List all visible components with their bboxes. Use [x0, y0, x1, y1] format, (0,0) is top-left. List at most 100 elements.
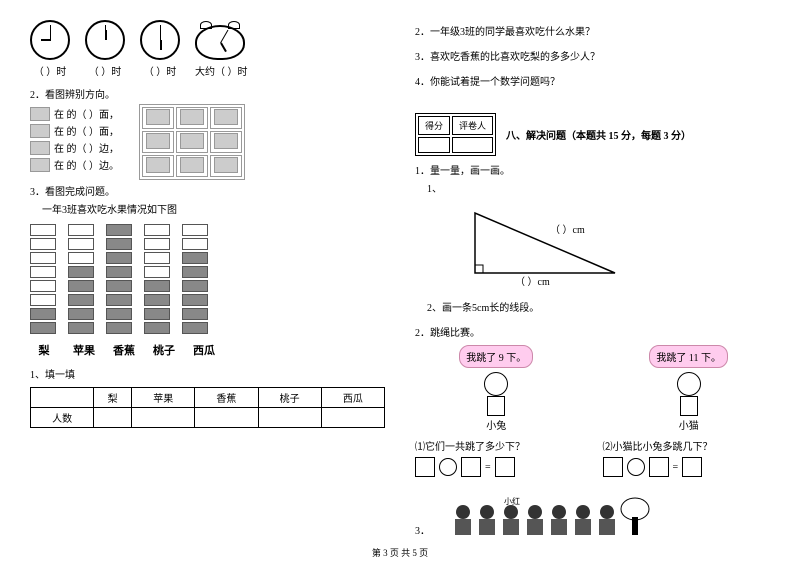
- bar-cell-filled: [144, 308, 170, 320]
- equals: =: [673, 462, 679, 473]
- bar-cell-filled: [106, 280, 132, 292]
- table-header: 桃子: [258, 388, 321, 408]
- bar-cell-filled: [182, 252, 208, 264]
- left-column: （ ）时 （ ）时 （ ）时 大约（ ）时 2．看图辨别方向。 在 的（ ）面，: [30, 20, 385, 537]
- blank-box[interactable]: [603, 457, 623, 477]
- bar-column: [144, 224, 170, 334]
- equation-2: =: [603, 457, 771, 477]
- jump-characters: 我跳了 9 下。 小兔 我跳了 11 下。 小猫: [415, 345, 770, 432]
- sub-q2: ⑵小猫比小兔多跳几下？ =: [603, 438, 771, 477]
- table-cell[interactable]: [94, 408, 132, 428]
- table-cell[interactable]: [132, 408, 195, 428]
- kids-row: 3． 小红: [415, 489, 770, 537]
- bar-cell-filled: [30, 308, 56, 320]
- clock-label: （ ）时: [85, 63, 125, 78]
- bar-cell-empty: [30, 224, 56, 236]
- fruit-label: 梨: [30, 342, 58, 358]
- bar-cell-filled: [106, 238, 132, 250]
- op-circle[interactable]: [627, 458, 645, 476]
- bar-cell-filled: [144, 322, 170, 334]
- bar-cell-empty: [30, 238, 56, 250]
- tri-label-c: （ ）cm: [515, 276, 550, 288]
- bar-cell-empty: [144, 266, 170, 278]
- bar-column: [106, 224, 132, 334]
- table-cell[interactable]: [321, 408, 384, 428]
- animal-icon: [146, 109, 170, 125]
- cat-col: 我跳了 11 下。 小猫: [608, 345, 771, 432]
- bar-cell-empty: [144, 238, 170, 250]
- bar-cell-filled: [68, 266, 94, 278]
- kid-icon: [548, 505, 570, 537]
- r-q4: 4．你能试着提一个数学问题吗？: [415, 73, 770, 88]
- rabbit-icon: [476, 372, 516, 417]
- dir-text: 在 的（ ）边，: [54, 140, 119, 155]
- op-circle[interactable]: [439, 458, 457, 476]
- kid-icon: [500, 505, 522, 537]
- bar-cell-filled: [106, 224, 132, 236]
- kid-icon: [452, 505, 474, 537]
- bar-cell-filled: [182, 280, 208, 292]
- kid-icon: [476, 505, 498, 537]
- blank-box[interactable]: [649, 457, 669, 477]
- q3-subtitle: 一年3班喜欢吃水果情况如下图: [42, 201, 385, 216]
- bar-cell-filled: [68, 280, 94, 292]
- sub-q1-text: ⑴它们一共跳了多少下？: [415, 438, 583, 453]
- bubble-cat: 我跳了 11 下。: [649, 345, 728, 368]
- bar-cell-filled: [106, 322, 132, 334]
- bar-cell-empty: [30, 280, 56, 292]
- animal-icon: [180, 133, 204, 149]
- blank-box[interactable]: [682, 457, 702, 477]
- blank-box[interactable]: [461, 457, 481, 477]
- bar-column: [30, 224, 56, 334]
- table-cell[interactable]: [258, 408, 321, 428]
- clock-3: （ ）时: [140, 20, 180, 78]
- table-cell[interactable]: [195, 408, 258, 428]
- bar-cell-filled: [68, 294, 94, 306]
- kid-icon: [596, 505, 618, 537]
- direction-section: 在 的（ ）面， 在 的（ ）面， 在 的（ ）边， 在 的（ ）边。: [30, 104, 385, 180]
- sub-q1: ⑴它们一共跳了多少下？ =: [415, 438, 583, 477]
- animal-icon: [30, 158, 50, 172]
- equals: =: [485, 462, 491, 473]
- kids-figure: 小红: [434, 497, 650, 537]
- s8-q1: 1．量一量，画一画。: [415, 162, 770, 177]
- sub1-title: 1、填一填: [30, 366, 385, 381]
- s8-q1-2: 2、画一条5cm长的线段。: [427, 299, 770, 314]
- blank-box[interactable]: [415, 457, 435, 477]
- cat-icon: [669, 372, 709, 417]
- bar-cell-empty: [68, 224, 94, 236]
- blank-box[interactable]: [495, 457, 515, 477]
- rabbit-col: 我跳了 9 下。 小兔: [415, 345, 578, 432]
- bar-column: [68, 224, 94, 334]
- bar-cell-filled: [106, 308, 132, 320]
- dir-line: 在 的（ ）面，: [30, 106, 119, 121]
- bar-cell-filled: [144, 294, 170, 306]
- bar-cell-empty: [144, 252, 170, 264]
- table-header: 苹果: [132, 388, 195, 408]
- animal-icon: [30, 107, 50, 121]
- bar-cell-empty: [30, 252, 56, 264]
- bar-cell-empty: [182, 224, 208, 236]
- bubble-rabbit: 我跳了 9 下。: [459, 345, 533, 368]
- s8-q1-1: 1、: [427, 180, 770, 195]
- bar-labels: 梨苹果香蕉桃子西瓜: [30, 342, 385, 358]
- clock-label: （ ）时: [140, 63, 180, 78]
- animal-grid: [139, 104, 245, 180]
- bar-cell-filled: [30, 322, 56, 334]
- triangle-svg: （ ）cm （ ）cm （ ）cm: [455, 203, 655, 288]
- animal-icon: [146, 133, 170, 149]
- page-footer: 第 3 页 共 5 页: [0, 546, 800, 559]
- animal-icon: [214, 157, 238, 173]
- animal-icon: [214, 109, 238, 125]
- dir-text: 在 的（ ）面，: [54, 123, 119, 138]
- bar-cell-filled: [68, 322, 94, 334]
- bar-cell-filled: [182, 266, 208, 278]
- kid-label: 小红: [504, 496, 520, 507]
- page-columns: （ ）时 （ ）时 （ ）时 大约（ ）时 2．看图辨别方向。 在 的（ ）面，: [30, 20, 770, 537]
- animal-icon: [30, 124, 50, 138]
- dir-line: 在 的（ ）边，: [30, 140, 119, 155]
- tri-label-a: （ ）cm: [550, 224, 585, 236]
- fruit-label: 香蕉: [110, 342, 138, 358]
- table-header: 香蕉: [195, 388, 258, 408]
- s8-q2: 2．跳绳比赛。: [415, 324, 770, 339]
